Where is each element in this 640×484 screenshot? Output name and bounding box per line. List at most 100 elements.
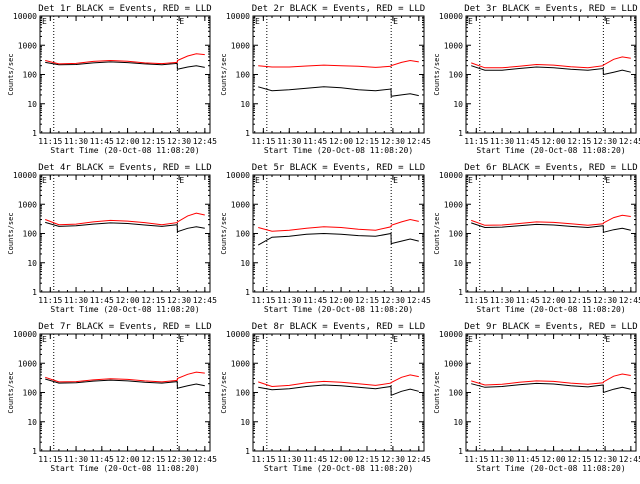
x-tick-label: 12:45 [407,137,431,146]
y-tick-label: 1 [458,447,463,456]
y-tick-label: 100 [449,230,464,239]
x-tick-label: 12:45 [407,455,431,464]
x-tick-label: 11:30 [490,296,514,305]
y-tick-label: 1000 [231,200,250,209]
y-tick-label: 100 [23,71,38,80]
x-tick-label: 12:00 [329,137,353,146]
y-tick-label: 1000 [18,41,37,50]
y-tick-label: 10 [27,259,37,268]
chart-title: Det 7r BLACK = Events, RED = LLD [38,322,211,332]
x-tick-label: 12:15 [567,137,591,146]
y-tick-label: 1000 [444,200,463,209]
events-series-line [45,378,205,389]
y-tick-label: 100 [236,389,251,398]
event-marker-label: E [179,17,184,26]
x-tick-label: 11:30 [490,137,514,146]
x-tick-label: 12:30 [593,455,617,464]
chart-panel-6: Det 6r BLACK = Events, RED = LLD 1 10 100 10… [433,163,640,314]
y-tick-label: 1 [32,288,37,297]
x-tick-label: 11:30 [277,137,301,146]
x-tick-label: 12:00 [116,455,140,464]
event-marker-label: E [393,335,398,344]
event-marker-label: E [42,335,47,344]
x-tick-label: 12:45 [193,296,217,305]
y-tick-label: 10 [453,259,463,268]
lld-series-line [45,212,205,226]
chart-panel-4: Det 4r BLACK = Events, RED = LLD 1 10 100 10… [7,163,217,314]
y-tick-label: 10000 [226,171,250,180]
x-tick-label: 11:30 [64,296,88,305]
y-tick-label: 1 [245,288,250,297]
y-tick-label: 10000 [13,12,37,21]
y-tick-label: 1000 [444,41,463,50]
y-axis-label: Counts/sec [220,53,228,95]
y-axis-label: Counts/sec [220,371,228,413]
x-axis-label: Start Time (20-Oct-08 11:08:20) [50,146,199,155]
x-tick-label: 11:15 [464,137,488,146]
x-tick-label: 12:15 [141,137,165,146]
event-marker-label: E [255,17,260,26]
plot-frame [39,174,211,293]
x-tick-label: 11:45 [516,296,540,305]
x-axis-label: Start Time (20-Oct-08 11:08:20) [264,464,413,473]
x-tick-label: 11:45 [90,455,114,464]
chart-panel-2: Det 2r BLACK = Events, RED = LLD 1 10 100 10… [220,4,431,155]
chart-panel-7: Det 7r BLACK = Events, RED = LLD 1 10 100 10… [7,322,217,473]
event-marker-label: E [468,335,473,344]
x-tick-label: 12:45 [619,137,640,146]
x-tick-label: 11:30 [64,137,88,146]
x-tick-label: 12:00 [542,455,566,464]
y-axis-label: Counts/sec [433,53,441,95]
x-tick-label: 12:30 [381,455,405,464]
x-tick-label: 11:15 [251,296,275,305]
x-tick-label: 11:15 [251,455,275,464]
x-tick-label: 12:15 [567,296,591,305]
lld-series-line [258,59,419,68]
chart-title: Det 4r BLACK = Events, RED = LLD [38,163,211,173]
event-marker-label: E [605,176,610,185]
y-tick-label: 10 [240,418,250,427]
x-tick-label: 11:30 [277,296,301,305]
x-tick-label: 12:00 [542,296,566,305]
events-series-line [258,86,419,97]
plot-frame [465,174,637,293]
y-tick-label: 1 [32,129,37,138]
y-tick-label: 10000 [226,330,250,339]
chart-panel-1: Det 1r BLACK = Events, RED = LLD 1 10 100 10… [7,4,217,155]
events-series-line [45,61,205,70]
y-tick-label: 10000 [226,12,250,21]
y-tick-label: 10000 [439,171,463,180]
chart-title: Det 2r BLACK = Events, RED = LLD [252,4,425,14]
x-axis-label: Start Time (20-Oct-08 11:08:20) [264,305,413,314]
x-tick-label: 12:30 [167,137,191,146]
plot-frame [252,15,425,134]
y-axis-label: Counts/sec [7,212,15,254]
x-tick-label: 12:30 [167,455,191,464]
x-tick-label: 12:30 [593,137,617,146]
chart-title: Det 1r BLACK = Events, RED = LLD [38,4,211,14]
event-marker-label: E [468,17,473,26]
x-tick-label: 12:00 [329,455,353,464]
chart-title: Det 5r BLACK = Events, RED = LLD [252,163,425,173]
y-tick-label: 100 [236,230,251,239]
y-tick-label: 10000 [13,330,37,339]
chart-title: Det 3r BLACK = Events, RED = LLD [464,4,637,14]
x-tick-label: 12:45 [407,296,431,305]
x-tick-label: 11:30 [490,455,514,464]
x-tick-label: 12:00 [329,296,353,305]
y-tick-label: 10000 [13,171,37,180]
events-series-line [471,65,631,76]
y-tick-label: 10 [453,100,463,109]
x-tick-label: 12:15 [355,137,379,146]
lld-series-line [258,374,419,388]
plot-frame [39,15,211,134]
x-tick-label: 11:30 [64,455,88,464]
x-tick-label: 12:30 [167,296,191,305]
event-marker-label: E [179,335,184,344]
lld-series-line [258,218,419,232]
chart-panel-8: Det 8r BLACK = Events, RED = LLD 1 10 100 10… [220,322,431,473]
y-tick-label: 1000 [444,359,463,368]
plot-frame [465,15,637,134]
lld-series-line [471,56,631,69]
